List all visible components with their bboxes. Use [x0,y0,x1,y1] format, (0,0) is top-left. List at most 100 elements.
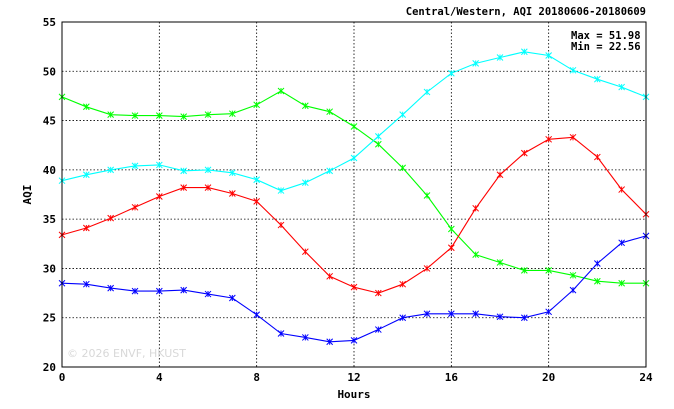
data-point [277,330,285,337]
x-tick-label: 20 [542,371,555,384]
data-point [253,176,261,184]
data-point [326,338,334,346]
data-point [180,167,188,175]
data-point [399,164,407,172]
data-point [155,112,163,119]
data-point [399,111,407,119]
data-point [472,310,480,318]
data-point [545,308,553,316]
data-point [301,179,309,187]
data-point [520,149,528,157]
data-point [472,60,480,67]
data-point [326,272,334,280]
data-point [82,280,90,288]
y-tick-label: 45 [43,115,56,128]
data-point [496,313,504,321]
data-point [618,279,626,287]
y-tick-label: 50 [43,65,56,78]
data-point [180,184,188,191]
data-point [545,52,553,59]
data-point [423,192,431,199]
y-axis-label: AQI [21,185,34,205]
data-point [593,260,601,267]
x-tick-label: 16 [445,371,459,384]
data-point [496,171,504,179]
data-point [301,102,309,110]
data-point [107,214,115,222]
y-tick-label: 30 [43,262,56,275]
data-point [180,113,188,120]
data-point [326,108,334,116]
data-point [228,169,236,177]
data-point [569,271,577,279]
data-point [374,326,382,333]
x-tick-label: 12 [347,371,360,384]
data-point [82,171,90,179]
data-point [520,314,528,322]
data-point [350,337,358,344]
x-tick-label: 0 [59,371,66,384]
data-point [350,283,358,291]
data-point [301,334,309,341]
data-point [569,286,577,294]
max-label: Max = 51.98 [571,30,641,42]
x-tick-label: 8 [253,371,260,384]
data-point [204,184,212,191]
data-point [301,248,309,256]
data-point [374,140,382,148]
data-point [447,225,455,233]
series-lines [58,48,650,346]
data-point [618,239,626,247]
data-point [350,154,358,162]
data-point [228,190,236,197]
data-point [423,310,431,318]
data-point [496,259,504,266]
data-point [131,287,139,295]
data-point [155,287,163,295]
y-tick-label: 55 [43,16,56,29]
data-point [399,314,407,322]
data-point [180,286,188,294]
y-tick-label: 35 [43,213,56,226]
data-point [228,110,236,118]
data-point [472,204,480,212]
data-point [520,48,528,56]
x-tick-label: 24 [639,371,653,384]
data-point [447,310,455,318]
data-point [326,167,334,175]
data-point [204,111,212,119]
data-point [374,289,382,297]
x-tick-label: 4 [156,371,163,384]
min-label: Min = 22.56 [571,41,641,53]
data-point [277,187,285,194]
data-point [520,267,528,274]
watermark: © 2026 ENVF, HKUST [67,347,186,360]
data-point [131,203,139,211]
data-point [618,186,626,193]
data-point [131,112,139,119]
data-point [131,162,139,170]
chart-title: Central/Western, AQI 20180606-20180609 [406,6,646,18]
data-point [253,311,261,319]
data-point [277,221,285,229]
data-point [253,101,261,109]
data-point [350,123,358,130]
axis-ticks: 0 4 8 12 16 20 24 20 25 30 35 40 45 50 55 [43,16,653,384]
data-point [107,284,115,292]
x-axis-label: Hours [337,388,370,401]
grid-lines [62,22,646,367]
data-point [423,88,431,96]
data-point [399,280,407,288]
data-point [107,111,115,119]
data-point [593,75,601,83]
data-point [253,198,261,205]
data-point [107,166,115,174]
data-point [593,277,601,285]
data-point [496,54,504,61]
data-point [569,66,577,74]
y-tick-label: 25 [43,312,56,325]
y-tick-label: 40 [43,164,56,177]
data-point [204,166,212,174]
data-point [423,265,431,272]
